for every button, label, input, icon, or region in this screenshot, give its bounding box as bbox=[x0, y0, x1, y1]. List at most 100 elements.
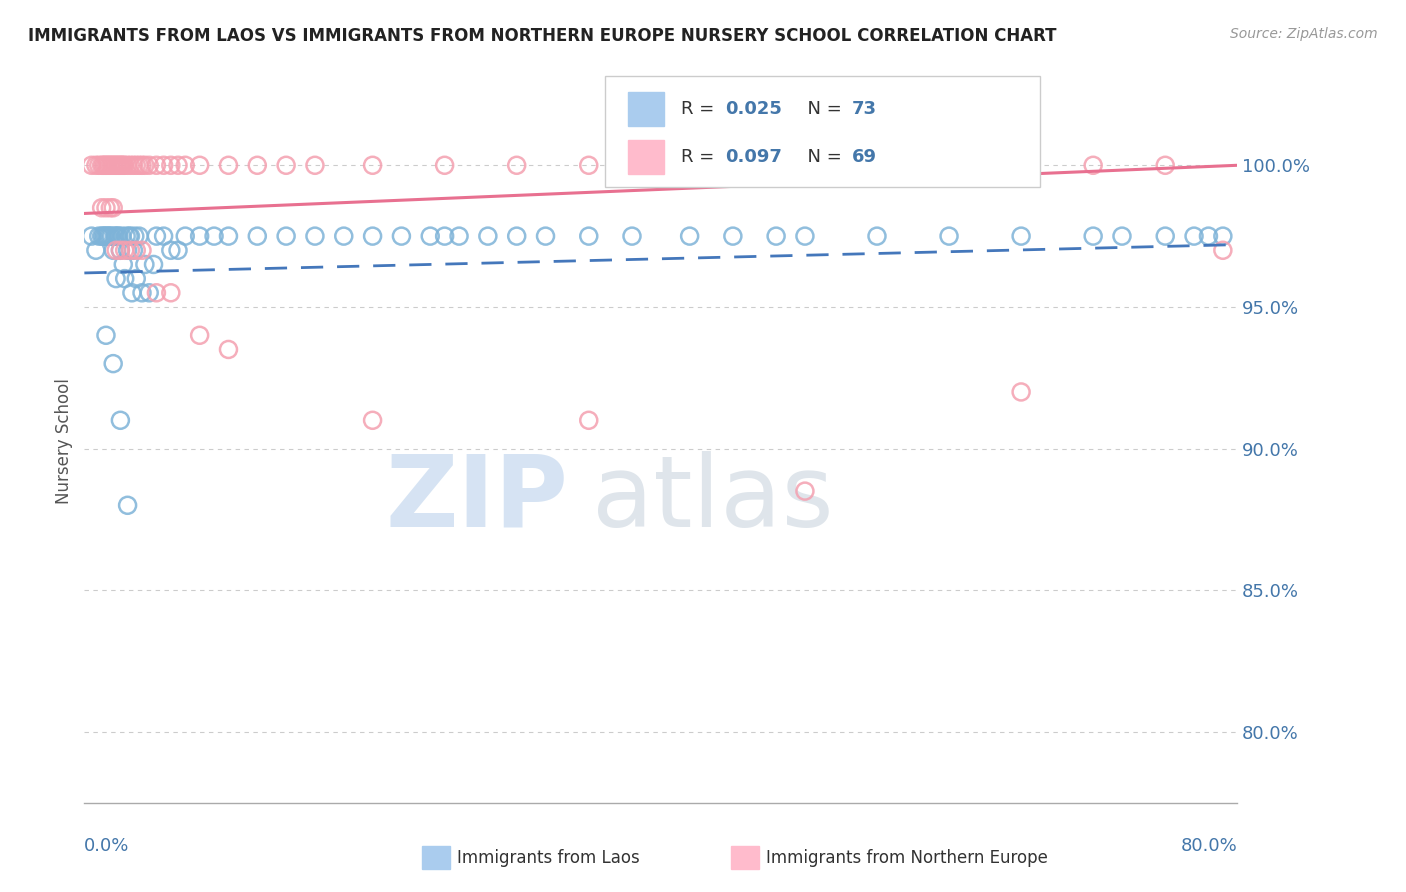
Point bbox=[794, 158, 817, 172]
Point bbox=[125, 158, 148, 172]
Point bbox=[1111, 229, 1133, 244]
Point bbox=[103, 244, 124, 258]
Point bbox=[125, 271, 148, 285]
Point bbox=[98, 201, 121, 215]
Point bbox=[218, 343, 240, 357]
Point bbox=[91, 158, 114, 172]
Point bbox=[721, 229, 744, 244]
Text: 80.0%: 80.0% bbox=[1181, 837, 1237, 855]
Point bbox=[110, 413, 132, 427]
Point bbox=[107, 158, 129, 172]
Point bbox=[110, 244, 132, 258]
Point bbox=[304, 229, 326, 244]
Point bbox=[866, 158, 889, 172]
Point bbox=[246, 158, 269, 172]
Point bbox=[419, 229, 441, 244]
Point bbox=[333, 229, 356, 244]
Point bbox=[98, 158, 121, 172]
Point bbox=[107, 229, 129, 244]
Point bbox=[160, 158, 183, 172]
Text: Source: ZipAtlas.com: Source: ZipAtlas.com bbox=[1230, 27, 1378, 41]
Point bbox=[103, 357, 124, 371]
Text: 0.0%: 0.0% bbox=[84, 837, 129, 855]
Text: R =: R = bbox=[681, 100, 720, 118]
Point bbox=[794, 484, 817, 499]
Point bbox=[578, 413, 600, 427]
Point bbox=[94, 328, 117, 343]
Point bbox=[97, 229, 120, 244]
Point bbox=[94, 201, 117, 215]
Point bbox=[1083, 229, 1105, 244]
Point bbox=[1010, 229, 1032, 244]
Point bbox=[449, 229, 471, 244]
Point bbox=[152, 229, 174, 244]
Point bbox=[1212, 229, 1234, 244]
Point bbox=[131, 244, 153, 258]
Point bbox=[721, 158, 744, 172]
Point bbox=[111, 158, 134, 172]
Point bbox=[1083, 158, 1105, 172]
Point bbox=[124, 229, 146, 244]
Point bbox=[506, 158, 529, 172]
Point bbox=[120, 244, 142, 258]
Point bbox=[794, 229, 817, 244]
Point bbox=[87, 229, 110, 244]
Point bbox=[94, 229, 117, 244]
Point bbox=[246, 229, 269, 244]
Point bbox=[938, 158, 960, 172]
Point bbox=[105, 229, 128, 244]
Point bbox=[1010, 384, 1032, 399]
Point bbox=[145, 158, 167, 172]
Point bbox=[108, 158, 131, 172]
Point bbox=[90, 201, 112, 215]
Text: N =: N = bbox=[796, 100, 848, 118]
Point bbox=[679, 229, 702, 244]
Point bbox=[105, 158, 128, 172]
Point bbox=[128, 158, 150, 172]
Point bbox=[188, 158, 211, 172]
Point bbox=[114, 244, 136, 258]
Point bbox=[108, 229, 131, 244]
Point bbox=[87, 158, 110, 172]
Point bbox=[90, 158, 112, 172]
Point bbox=[433, 158, 456, 172]
Point bbox=[84, 158, 107, 172]
Point bbox=[117, 158, 139, 172]
Text: 73: 73 bbox=[852, 100, 877, 118]
Point bbox=[80, 158, 103, 172]
Point bbox=[94, 158, 117, 172]
Point bbox=[218, 229, 240, 244]
Point bbox=[650, 158, 672, 172]
Point bbox=[110, 158, 132, 172]
Point bbox=[188, 328, 211, 343]
Point bbox=[152, 158, 174, 172]
Point bbox=[218, 158, 240, 172]
Point bbox=[174, 158, 197, 172]
Point bbox=[91, 229, 114, 244]
Point bbox=[145, 285, 167, 300]
Point bbox=[128, 229, 150, 244]
Point bbox=[80, 229, 103, 244]
Point bbox=[120, 229, 142, 244]
Point bbox=[391, 229, 413, 244]
Text: R =: R = bbox=[681, 148, 720, 166]
Text: 0.025: 0.025 bbox=[725, 100, 782, 118]
Point bbox=[104, 229, 127, 244]
Point bbox=[114, 158, 136, 172]
Point bbox=[112, 158, 135, 172]
Point bbox=[111, 229, 134, 244]
Point bbox=[131, 285, 153, 300]
Point bbox=[100, 158, 122, 172]
Point bbox=[866, 229, 889, 244]
Point bbox=[145, 229, 167, 244]
Point bbox=[93, 158, 115, 172]
Point bbox=[765, 229, 787, 244]
Point bbox=[110, 244, 132, 258]
Point bbox=[1212, 244, 1234, 258]
Point bbox=[361, 229, 384, 244]
Point bbox=[97, 158, 120, 172]
Point bbox=[938, 229, 960, 244]
Point bbox=[138, 158, 160, 172]
Point bbox=[477, 229, 499, 244]
Point bbox=[114, 271, 136, 285]
